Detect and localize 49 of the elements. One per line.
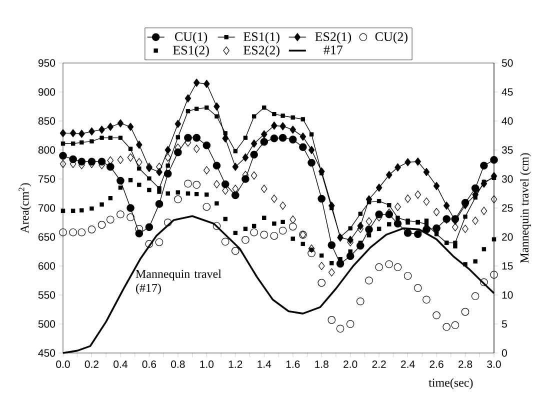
- annotation: Mannequin travel (#17): [136, 270, 222, 294]
- x-tick-label: 1.8: [315, 360, 328, 368]
- x-tick-label: 1.6: [286, 360, 300, 368]
- x-tick-label: 1.0: [200, 360, 214, 368]
- y2-tick-label: 30: [502, 175, 513, 183]
- y2-tick-label: 10: [502, 291, 513, 299]
- legend-label: CU(1): [175, 32, 208, 44]
- y-tick-label: 600: [38, 262, 56, 270]
- y-tick-label: 500: [38, 320, 56, 328]
- y-tick-label: 800: [38, 146, 56, 154]
- y2-tick-label: 0: [502, 349, 507, 357]
- y-tick-label: 750: [38, 175, 56, 183]
- y-tick-label: 650: [38, 233, 56, 241]
- y-tick-label: 900: [38, 88, 56, 96]
- y2-tick-label: 40: [502, 117, 513, 125]
- y-tick-label: 950: [38, 59, 56, 67]
- y2-tick-label: 50: [502, 59, 513, 67]
- legend-label: ES1(1): [244, 32, 280, 44]
- x-tick-label: 2.8: [458, 360, 472, 368]
- x-tick-label: 1.4: [258, 360, 272, 368]
- x-tick-label: 0.6: [142, 360, 156, 368]
- legend-label: ES1(2): [173, 45, 209, 58]
- legend-label: #17: [324, 46, 343, 54]
- y-tick-label: 700: [38, 204, 56, 212]
- y2-tick-label: 5: [502, 320, 507, 328]
- x-axis-title: time(sec): [428, 378, 473, 390]
- y-axis-title: Area(cm$^{2}$): [18, 183, 32, 234]
- y-tick-label: 550: [38, 291, 56, 299]
- x-tick-label: 0.2: [84, 360, 99, 368]
- x-tick-label: 2.4: [401, 360, 415, 368]
- y2-tick-label: 45: [502, 88, 513, 96]
- x-tick-label: 3.0: [487, 360, 501, 368]
- y-tick-label: 850: [38, 117, 56, 125]
- y2-tick-label: 35: [502, 146, 513, 154]
- y2-axis-title: Mannequin travel (cm): [520, 153, 531, 263]
- y2-tick-label: 20: [502, 233, 513, 241]
- x-tick-label: 2.2: [372, 360, 386, 368]
- x-tick-label: 1.2: [228, 360, 242, 368]
- y2-tick-label: 25: [502, 204, 513, 212]
- legend-label: ES2(2): [244, 45, 280, 58]
- legend-label: CU(2): [375, 32, 408, 44]
- x-tick-label: 0.8: [171, 360, 185, 368]
- y2-tick-label: 15: [502, 262, 513, 270]
- legend-label: ES2(1): [315, 32, 352, 44]
- x-tick-label: 2.0: [344, 360, 358, 368]
- x-tick-label: 2.6: [430, 360, 444, 368]
- x-tick-label: 0.4: [114, 360, 128, 368]
- x-tick-label: 0.0: [56, 360, 70, 368]
- y-tick-label: 450: [38, 349, 56, 357]
